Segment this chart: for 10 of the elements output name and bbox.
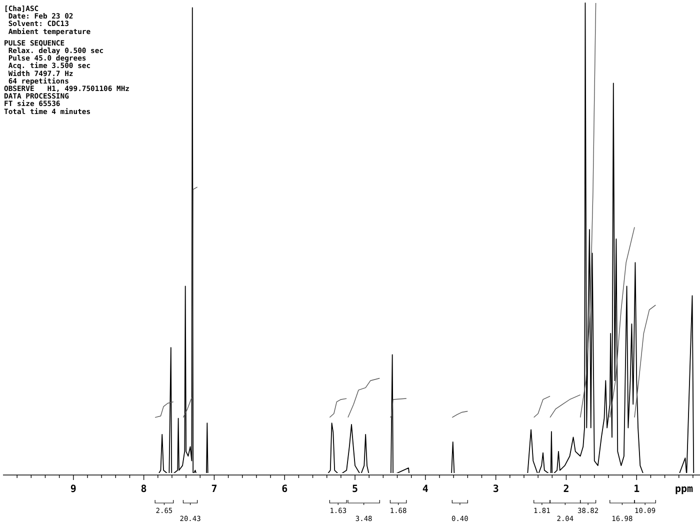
x-axis-title: ppm bbox=[674, 484, 694, 495]
x-tick-label: 1 bbox=[634, 484, 640, 495]
x-tick-label: 3 bbox=[492, 484, 499, 495]
x-tick-label: 9 bbox=[70, 484, 76, 495]
x-tick-label: 4 bbox=[422, 484, 428, 495]
x-tick-label: 7 bbox=[211, 484, 218, 495]
x-tick-label: 8 bbox=[140, 484, 147, 495]
x-tick-label: 6 bbox=[282, 484, 288, 495]
x-tick-label: 5 bbox=[352, 484, 358, 495]
x-tick-label: 2 bbox=[563, 484, 570, 495]
